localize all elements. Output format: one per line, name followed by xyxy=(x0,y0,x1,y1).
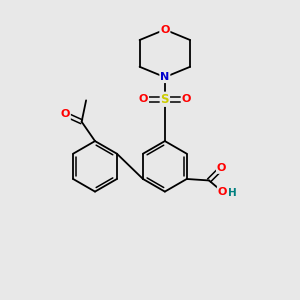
Text: S: S xyxy=(160,93,169,106)
Text: H: H xyxy=(228,188,237,198)
Text: O: O xyxy=(61,109,70,119)
Text: O: O xyxy=(217,163,226,173)
Text: N: N xyxy=(160,72,170,82)
Text: O: O xyxy=(182,94,191,104)
Text: O: O xyxy=(160,25,170,34)
Text: O: O xyxy=(139,94,148,104)
Text: O: O xyxy=(218,187,227,197)
